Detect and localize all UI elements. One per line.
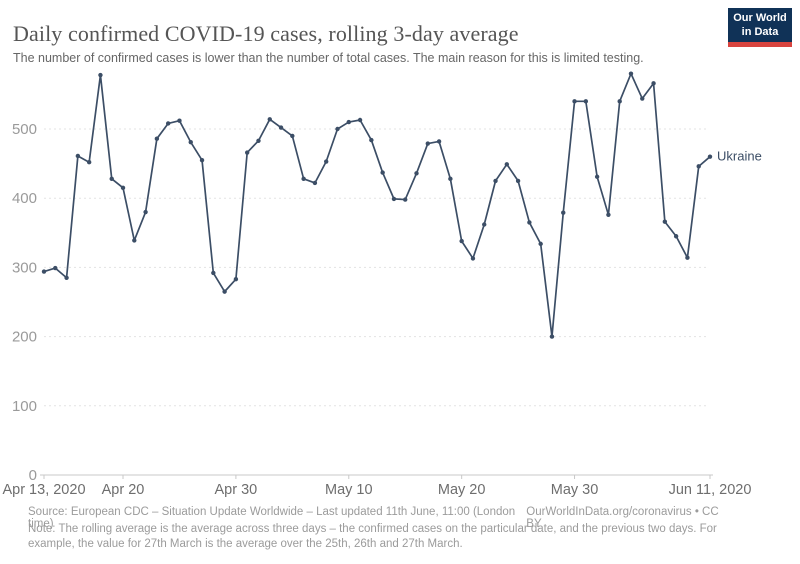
page-title: Daily confirmed COVID-19 cases, rolling …	[13, 20, 519, 46]
x-axis-label-5: May 30	[551, 482, 599, 498]
x-axis-label-0: Apr 13, 2020	[2, 482, 85, 498]
data-point	[403, 197, 408, 202]
x-axis-label-2: Apr 30	[215, 482, 258, 498]
data-point	[290, 133, 295, 139]
data-point	[380, 170, 385, 175]
source-text: Source: European CDC – Situation Update …	[28, 506, 516, 530]
data-point	[515, 178, 521, 184]
data-point	[143, 209, 148, 215]
data-point	[109, 176, 114, 182]
chart-subtitle: The number of confirmed cases is lower t…	[13, 50, 644, 65]
x-axis-label-1: Apr 20	[102, 482, 145, 498]
data-point	[470, 256, 476, 261]
data-point	[256, 138, 261, 143]
y-axis-label-200: 200	[12, 329, 37, 346]
data-point	[651, 81, 656, 86]
data-point	[64, 275, 69, 280]
data-point	[211, 270, 216, 276]
data-point	[278, 125, 284, 130]
data-point	[75, 153, 81, 159]
data-point	[673, 234, 679, 239]
data-point	[538, 241, 543, 247]
data-point	[335, 126, 340, 132]
data-point	[583, 99, 589, 104]
data-point	[120, 185, 126, 191]
data-point	[199, 157, 205, 163]
data-point	[369, 137, 374, 143]
data-point	[53, 265, 58, 271]
data-point	[617, 99, 622, 104]
data-point	[301, 176, 306, 182]
data-point	[233, 276, 239, 282]
data-point	[98, 72, 103, 78]
data-point	[324, 159, 329, 164]
data-point	[606, 212, 611, 218]
y-axis-label-400: 400	[12, 190, 37, 207]
data-point	[436, 139, 442, 144]
data-point	[391, 196, 397, 202]
data-point	[425, 141, 430, 146]
data-point	[41, 269, 47, 274]
footer-note: Note: The rolling average is the average…	[28, 523, 717, 551]
owid-logo-line2: in Data	[741, 26, 779, 38]
data-point	[188, 139, 193, 145]
data-point	[572, 99, 577, 104]
owid-logo[interactable]: Our World in Data	[728, 8, 792, 47]
data-point	[482, 222, 487, 227]
footer-source-row: Source: European CDC – Situation Update …	[28, 506, 730, 530]
data-point	[707, 154, 713, 159]
owid-url-link[interactable]: OurWorldInData.org/coronavirus • CC BY	[526, 506, 719, 530]
series-line-ukraine	[43, 72, 711, 338]
data-point	[493, 178, 498, 184]
data-point	[549, 334, 555, 339]
y-axis-label-500: 500	[12, 121, 37, 138]
x-axis-label-6: Jun 11, 2020	[669, 482, 752, 498]
x-axis-label-3: May 10	[325, 482, 373, 498]
data-point	[459, 238, 464, 244]
y-axis-label-0: 0	[29, 467, 37, 484]
x-axis-label-4: May 20	[438, 482, 486, 498]
data-point	[640, 96, 645, 101]
data-point	[696, 164, 701, 169]
data-point	[244, 150, 250, 155]
owid-logo-line1: Our World	[733, 11, 787, 24]
data-point	[132, 238, 137, 243]
data-point	[628, 71, 634, 76]
data-point	[154, 136, 160, 141]
data-point	[312, 180, 318, 186]
y-axis-label-300: 300	[12, 259, 37, 276]
data-point	[346, 119, 351, 125]
data-point	[222, 289, 227, 294]
data-point	[504, 162, 510, 167]
data-point	[414, 171, 419, 176]
data-point	[177, 118, 182, 123]
data-point	[594, 174, 600, 179]
data-point	[662, 219, 668, 224]
data-point	[165, 121, 171, 126]
series-label-ukraine: Ukraine	[717, 149, 762, 164]
data-point	[561, 210, 566, 215]
data-point	[267, 117, 272, 122]
data-point	[527, 220, 532, 225]
data-point	[357, 117, 363, 123]
data-point	[685, 255, 690, 260]
y-axis-label-100: 100	[12, 398, 37, 415]
data-point	[86, 160, 92, 165]
data-point	[448, 176, 453, 182]
